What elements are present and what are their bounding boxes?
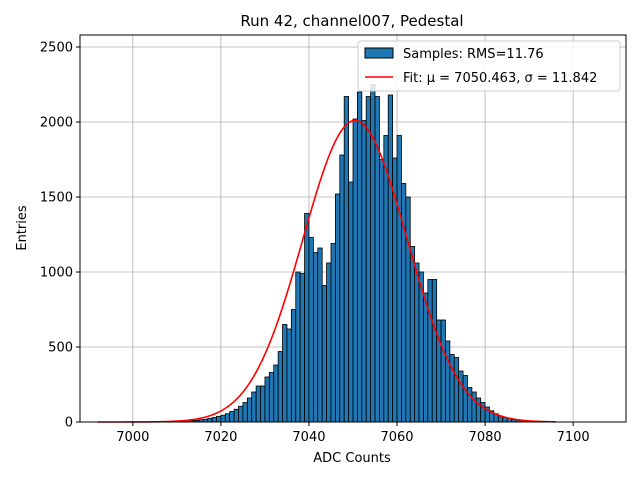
histogram-bar <box>211 417 217 423</box>
legend-box <box>357 40 621 92</box>
histogram-bar <box>229 411 235 423</box>
x-tick-label: 7060 <box>380 430 413 445</box>
histogram-bar <box>312 252 319 423</box>
histogram-bar <box>224 413 231 423</box>
histogram-bar <box>242 402 248 423</box>
histogram-bar <box>295 271 301 423</box>
histogram-bar <box>264 376 270 423</box>
histogram-bar <box>431 279 438 423</box>
histogram-bar <box>321 285 327 423</box>
histogram-bar <box>365 96 372 423</box>
histogram-bar <box>308 237 314 423</box>
histogram-bar <box>216 415 222 423</box>
histogram-bar <box>440 319 446 423</box>
histogram-bars <box>150 84 552 423</box>
histogram-bar <box>339 154 345 423</box>
histogram-bar <box>317 247 323 423</box>
x-tick-label: 7100 <box>557 430 590 445</box>
legend-samples-swatch <box>364 47 394 59</box>
x-axis-label: ADC Counts <box>313 451 391 466</box>
histogram-bar <box>453 357 460 423</box>
histogram-bar <box>343 96 349 423</box>
histogram-bar <box>233 408 239 423</box>
chart-title: Run 42, channel007, Pedestal <box>240 12 463 30</box>
legend: Samples: RMS=11.76 Fit: μ = 7050.463, σ … <box>357 40 621 92</box>
histogram-bar <box>352 118 358 423</box>
histogram-bar <box>246 397 253 423</box>
plot-frame <box>79 34 627 423</box>
legend-fit-label: Fit: μ = 7050.463, σ = 11.842 <box>403 71 597 86</box>
histogram-bar <box>268 372 275 423</box>
histogram-bar <box>304 213 310 423</box>
histogram-bar <box>427 279 433 423</box>
histogram-bar <box>348 181 354 423</box>
x-tick-label: 7000 <box>116 430 149 445</box>
y-tick-label: 2500 <box>40 41 73 56</box>
histogram-bar <box>299 273 305 423</box>
x-tick-label: 7080 <box>469 430 502 445</box>
histogram-bar <box>445 340 451 423</box>
x-tick-label: 7040 <box>292 430 325 445</box>
histogram-bar <box>414 262 420 423</box>
y-axis: 0 500 1000 1500 2000 2500 <box>40 41 80 431</box>
x-axis: 7000 7020 7040 7060 7080 7100 <box>116 422 590 445</box>
histogram-bar <box>458 370 464 423</box>
histogram-bar <box>326 262 332 423</box>
histogram-bar <box>277 351 283 423</box>
histogram-bar <box>379 159 385 423</box>
y-tick-label: 2000 <box>40 116 73 131</box>
y-tick-label: 1000 <box>40 266 73 281</box>
histogram-bar <box>207 417 213 423</box>
histogram-bar <box>334 193 341 423</box>
histogram-bar <box>462 375 468 423</box>
y-tick-label: 0 <box>65 416 73 431</box>
fit-curve <box>97 119 556 423</box>
y-axis-label: Entries <box>15 205 30 251</box>
histogram-bar <box>361 120 367 423</box>
histogram-bar <box>409 246 416 423</box>
histogram-bar <box>357 91 363 423</box>
histogram-bar <box>396 135 402 423</box>
histogram-bar <box>387 94 394 423</box>
histogram-bar <box>405 196 411 423</box>
legend-samples-label: Samples: RMS=11.76 <box>403 47 544 62</box>
histogram-bar <box>423 292 429 423</box>
histogram-bar <box>255 385 261 423</box>
histogram-bar <box>286 328 292 423</box>
y-tick-label: 500 <box>48 341 73 356</box>
histogram-bar <box>330 243 336 423</box>
histogram-bar <box>238 405 244 423</box>
histogram-bar <box>282 324 288 423</box>
histogram-bar <box>471 391 477 423</box>
histogram-bar <box>251 391 257 423</box>
histogram-bar <box>383 135 389 423</box>
x-tick-label: 7020 <box>204 430 237 445</box>
y-tick-label: 1500 <box>40 191 73 206</box>
histogram-bar <box>220 414 226 423</box>
histogram-bar <box>290 309 297 423</box>
histogram-bar <box>260 385 266 423</box>
histogram-bar <box>273 364 279 423</box>
